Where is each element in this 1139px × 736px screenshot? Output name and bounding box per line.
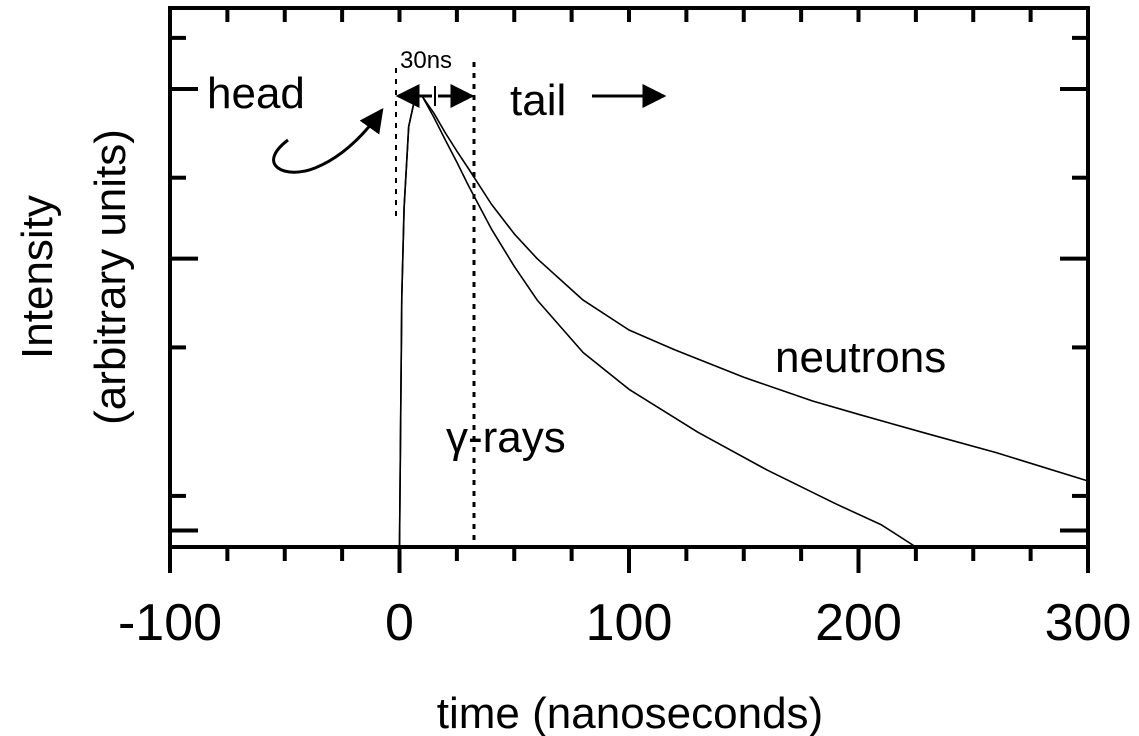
annotation-tail: tail — [510, 76, 566, 125]
x-tick-label: 0 — [385, 594, 414, 652]
y-axis-label-line2: (arbitrary units) — [86, 129, 135, 425]
x-tick-label: 300 — [1045, 594, 1132, 652]
head-curved-arrow — [272, 108, 384, 174]
neutrons-curve — [398, 94, 1089, 548]
x-tick-label: 100 — [586, 594, 673, 652]
x-tick-labels: -100 0 100 200 300 — [118, 594, 1131, 652]
annotation-window: 30ns — [400, 47, 452, 74]
x-axis-label: time (nanoseconds) — [437, 689, 823, 736]
annotation-gamma-rays: γ-rays — [446, 413, 566, 462]
plot-frame — [168, 6, 1090, 549]
gamma-rays-curve — [398, 94, 917, 548]
curves — [398, 94, 1089, 548]
annotation-head: head — [207, 69, 305, 118]
x-tick-label: -100 — [118, 594, 222, 652]
axis-ticks — [168, 8, 1090, 573]
y-axis-label-line1: Intensity — [13, 195, 62, 359]
annotation-neutrons: neutrons — [775, 333, 946, 382]
x-tick-label: 200 — [815, 594, 902, 652]
